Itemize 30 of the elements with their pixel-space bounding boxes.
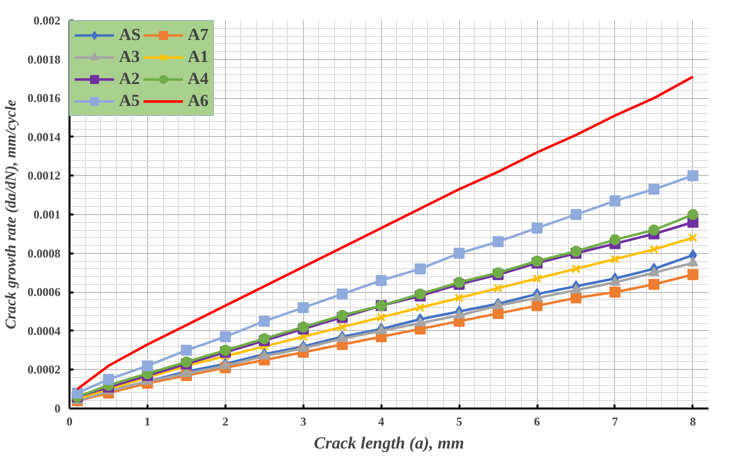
y-tick-label: 0.001 [34, 208, 60, 222]
y-tick-label: 0.0014 [28, 130, 60, 144]
y-tick-label: 0.0018 [28, 52, 60, 66]
y-tick-label: 0.0002 [28, 362, 60, 377]
x-tick-label: 6 [534, 414, 540, 428]
x-tick-label: 3 [300, 414, 306, 428]
x-tick-label: 8 [690, 414, 696, 428]
y-axis-title: Crack growth rate (da/dN), mm/cycle [4, 99, 20, 330]
x-tick-label: 0 [66, 414, 72, 428]
y-tick-label: 0.0016 [28, 91, 60, 106]
y-tick-label: 0.0004 [28, 324, 60, 338]
x-tick-label: 1 [144, 414, 150, 428]
legend-label: A6 [188, 91, 209, 111]
x-tick-label: 4 [378, 414, 384, 428]
y-tick-label: 0.0008 [28, 246, 60, 260]
legend-label: A3 [119, 47, 140, 67]
y-tick-label: 0 [54, 402, 60, 416]
x-tick-label: 5 [456, 414, 462, 428]
x-axis-title: Crack length (a), mm [314, 434, 464, 452]
legend-label: A1 [188, 47, 209, 67]
legend-label: A4 [188, 69, 209, 89]
legend-label: A2 [119, 69, 140, 89]
y-tick-label: 0.002 [34, 14, 60, 28]
legend-label: AS [119, 25, 141, 45]
legend-label: A5 [119, 91, 140, 111]
x-tick-label: 2 [222, 414, 228, 428]
y-tick-label: 0.0012 [28, 168, 60, 183]
legend-label: A7 [188, 25, 209, 45]
x-tick-label: 7 [612, 414, 618, 428]
y-tick-label: 0.0006 [28, 285, 60, 300]
